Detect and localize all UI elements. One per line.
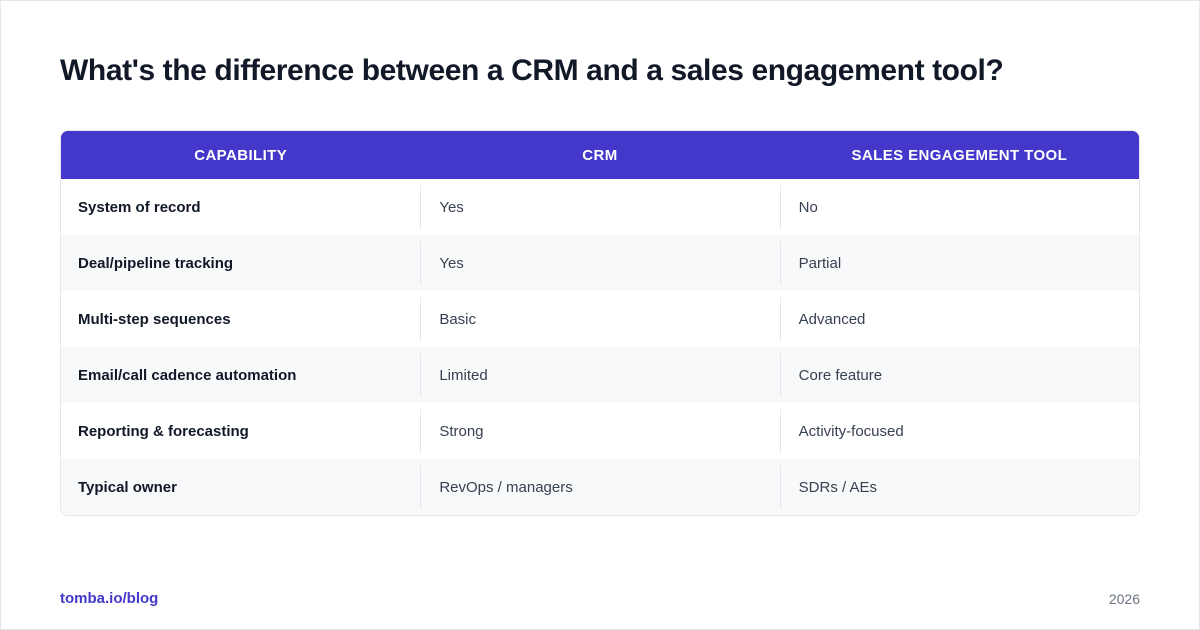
sales-engagement-cell: Activity-focused <box>779 409 1139 453</box>
header-capability: CAPABILITY <box>194 146 288 164</box>
year-label: 2026 <box>1108 591 1140 607</box>
capability-cell: System of record <box>78 198 201 216</box>
table-header-row: CAPABILITY CRM SALES ENGAGEMENT TOOL <box>61 131 1139 179</box>
crm-cell: Yes <box>420 241 779 285</box>
crm-cell: Yes <box>420 185 779 229</box>
capability-cell: Typical owner <box>78 478 177 496</box>
header-sales-engagement-tool: SALES ENGAGEMENT TOOL <box>851 146 1068 164</box>
header-crm: CRM <box>582 146 618 164</box>
capability-cell: Email/call cadence automation <box>78 366 297 384</box>
sales-engagement-cell: Core feature <box>779 353 1139 397</box>
page-title: What's the difference between a CRM and … <box>60 54 1004 87</box>
blog-link[interactable]: tomba.io/blog <box>60 590 159 607</box>
crm-cell: Strong <box>420 409 779 453</box>
table-row: Multi-step sequences Basic Advanced <box>61 291 1139 347</box>
sales-engagement-cell: SDRs / AEs <box>779 465 1139 509</box>
sales-engagement-cell: Advanced <box>779 297 1139 341</box>
capability-cell: Reporting & forecasting <box>78 422 249 440</box>
table-row: Typical owner RevOps / managers SDRs / A… <box>61 459 1139 515</box>
table-row: Email/call cadence automation Limited Co… <box>61 347 1139 403</box>
table-row: System of record Yes No <box>61 179 1139 235</box>
sales-engagement-cell: Partial <box>779 241 1139 285</box>
table-row: Reporting & forecasting Strong Activity-… <box>61 403 1139 459</box>
table-row: Deal/pipeline tracking Yes Partial <box>61 235 1139 291</box>
comparison-table: CAPABILITY CRM SALES ENGAGEMENT TOOL Sys… <box>60 130 1140 516</box>
crm-cell: Limited <box>420 353 779 397</box>
sales-engagement-cell: No <box>779 185 1139 229</box>
crm-cell: Basic <box>420 297 779 341</box>
crm-cell: RevOps / managers <box>420 465 779 509</box>
capability-cell: Multi-step sequences <box>78 310 231 328</box>
capability-cell: Deal/pipeline tracking <box>78 254 234 272</box>
